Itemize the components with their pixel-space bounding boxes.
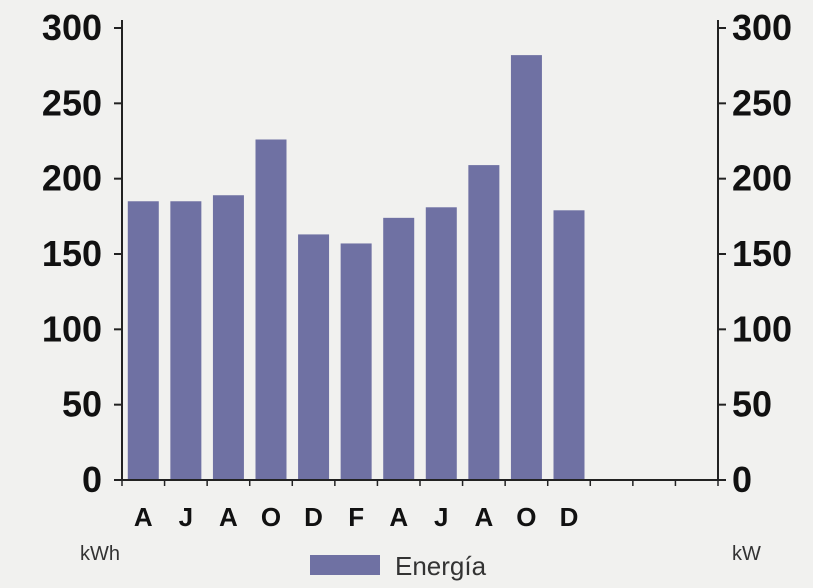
- x-tick-label: A: [219, 502, 238, 532]
- right-tick-label: 150: [732, 233, 792, 274]
- bar: [212, 195, 244, 481]
- x-tick-label: A: [474, 502, 493, 532]
- right-tick-label: 100: [732, 308, 792, 349]
- bar: [383, 217, 415, 480]
- left-tick-label: 300: [42, 7, 102, 48]
- bar: [553, 210, 585, 480]
- left-tick-label: 100: [42, 308, 102, 349]
- x-tick-label: D: [560, 502, 579, 532]
- left-tick-label: 250: [42, 82, 102, 123]
- bar: [425, 207, 457, 480]
- right-tick-label: 300: [732, 7, 792, 48]
- x-tick-label: A: [389, 502, 408, 532]
- x-tick-label: J: [179, 502, 193, 532]
- x-tick-label: F: [348, 502, 364, 532]
- bar: [510, 55, 542, 481]
- bar: [170, 201, 202, 480]
- bar: [468, 165, 500, 480]
- bar: [255, 139, 287, 480]
- x-tick-label: O: [516, 502, 536, 532]
- bar: [340, 243, 372, 480]
- left-tick-label: 150: [42, 233, 102, 274]
- right-tick-label: 0: [732, 459, 752, 500]
- left-tick-label: 50: [62, 384, 102, 425]
- x-tick-label: J: [434, 502, 448, 532]
- bar: [298, 234, 330, 480]
- right-tick-label: 50: [732, 384, 772, 425]
- x-tick-label: D: [304, 502, 323, 532]
- legend-swatch: [310, 555, 380, 575]
- bar: [127, 201, 159, 480]
- right-tick-label: 250: [732, 82, 792, 123]
- legend-label: Energía: [395, 551, 487, 581]
- right-tick-label: 200: [732, 158, 792, 199]
- left-tick-label: 0: [82, 459, 102, 500]
- x-tick-label: A: [134, 502, 153, 532]
- right-axis-unit: kW: [732, 543, 761, 565]
- left-tick-label: 200: [42, 158, 102, 199]
- left-axis-unit: kWh: [80, 543, 120, 565]
- x-tick-label: O: [261, 502, 281, 532]
